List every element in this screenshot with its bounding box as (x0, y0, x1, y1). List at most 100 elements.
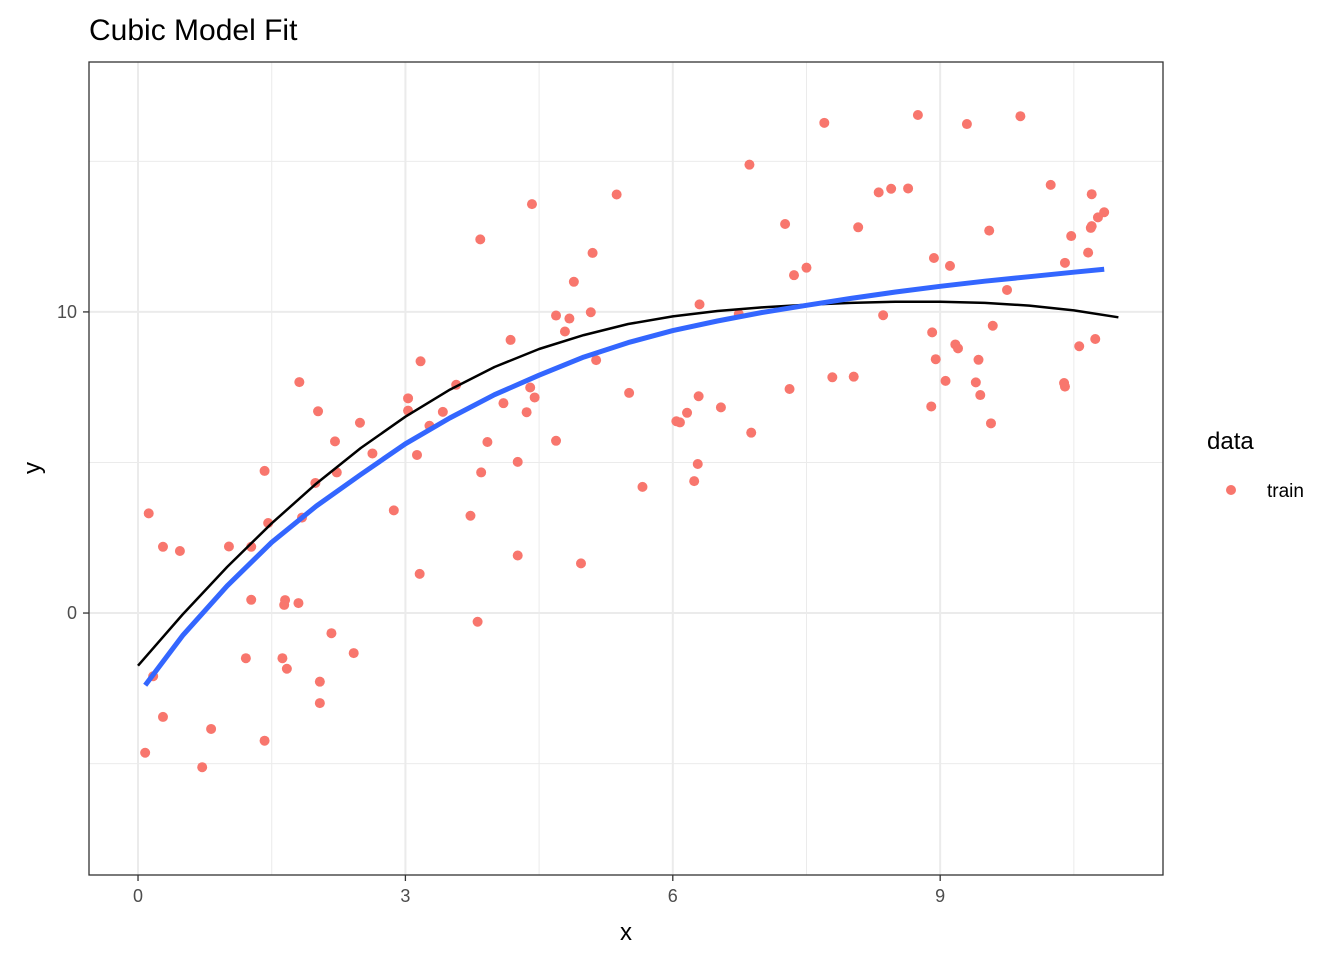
data-point (314, 698, 325, 709)
data-point (475, 234, 486, 245)
data-point (293, 598, 304, 609)
data-point (975, 390, 986, 401)
data-point (1015, 111, 1026, 122)
data-point (143, 508, 154, 519)
data-point (927, 327, 938, 338)
data-point (789, 270, 800, 281)
panel-border (88, 61, 1164, 876)
data-point (1002, 284, 1013, 295)
data-point (853, 222, 864, 233)
data-point (694, 299, 705, 310)
data-point (197, 762, 208, 773)
legend-title: data (1207, 428, 1254, 455)
data-point (498, 398, 509, 409)
data-point (624, 387, 635, 398)
x-tick-label: 3 (400, 886, 410, 906)
data-point (281, 663, 292, 674)
data-point (415, 356, 426, 367)
data-point (259, 465, 270, 476)
data-point (970, 377, 981, 388)
data-point (505, 334, 516, 345)
legend-label-train: train (1267, 481, 1304, 502)
data-point (525, 382, 536, 393)
data-point (987, 320, 998, 331)
data-point (587, 247, 598, 258)
data-point (354, 417, 365, 428)
data-point (984, 225, 995, 236)
data-point (930, 354, 941, 365)
data-point (551, 310, 562, 321)
grid-minor (89, 62, 1163, 875)
fit-lines (137, 266, 1119, 687)
data-point (465, 510, 476, 521)
x-tick-label: 9 (935, 886, 945, 906)
legend-key-train (1226, 485, 1236, 495)
data-point (746, 427, 757, 438)
data-point (313, 406, 324, 417)
data-point (564, 313, 575, 324)
data-point (551, 435, 562, 446)
data-point (682, 407, 693, 418)
data-point (873, 187, 884, 198)
data-point (240, 653, 251, 664)
data-point (928, 253, 939, 264)
data-point (277, 653, 288, 664)
data-point (568, 276, 579, 287)
data-point (944, 260, 955, 271)
data-point (367, 448, 378, 459)
chart-title: Cubic Model Fit (89, 14, 298, 47)
data-point (1059, 381, 1070, 392)
data-point (280, 595, 291, 606)
data-point (848, 371, 859, 382)
y-axis-title: y (19, 462, 46, 474)
data-point (529, 392, 540, 403)
data-point (591, 355, 602, 366)
data-point (476, 467, 487, 478)
data-point (512, 550, 523, 561)
data-point (157, 711, 168, 722)
data-point (326, 628, 337, 639)
data-point (223, 541, 234, 552)
y-tick-label: 0 (67, 603, 77, 623)
data-point (1083, 247, 1094, 258)
data-point (1045, 179, 1056, 190)
plot-panel (89, 62, 1163, 875)
data-point (259, 735, 270, 746)
data-point (940, 375, 951, 386)
data-point (611, 189, 622, 200)
data-point (903, 183, 914, 194)
data-point (1066, 231, 1077, 242)
data-point (801, 262, 812, 273)
data-point (472, 616, 483, 627)
cubic-fit-line (137, 300, 1119, 667)
panel-background (89, 62, 1163, 875)
data-point (953, 343, 964, 354)
data-point (693, 391, 704, 402)
data-point (1074, 341, 1085, 352)
data-point (1086, 221, 1097, 232)
data-point (912, 109, 923, 120)
data-point (575, 558, 586, 569)
data-point (689, 476, 700, 487)
y-axis: 0 10 (57, 302, 89, 623)
data-point (1090, 334, 1101, 345)
data-point (973, 354, 984, 365)
data-point (961, 119, 972, 130)
x-axis-title: x (620, 919, 632, 946)
x-tick-label: 6 (668, 886, 678, 906)
data-point (1099, 207, 1110, 218)
grid-major (89, 62, 1163, 875)
data-point (526, 199, 537, 210)
data-point (414, 568, 425, 579)
data-point (140, 747, 151, 758)
data-point (411, 449, 422, 460)
smooth-fit-line (143, 266, 1105, 687)
data-point (827, 372, 838, 383)
data-point (878, 310, 889, 321)
data-point (314, 676, 325, 687)
data-point (585, 307, 596, 318)
data-point (819, 117, 830, 128)
data-point (157, 541, 168, 552)
data-point (559, 326, 570, 337)
